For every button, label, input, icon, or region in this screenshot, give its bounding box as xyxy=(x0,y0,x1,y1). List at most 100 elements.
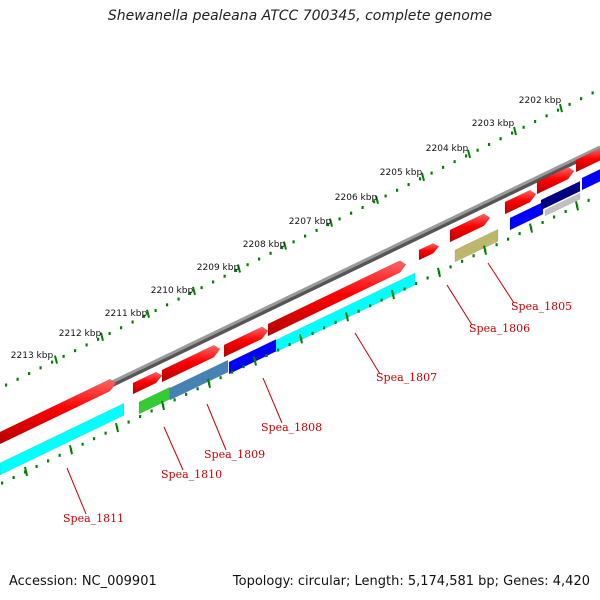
scale-dot xyxy=(185,392,188,396)
scale-dot xyxy=(369,304,372,308)
gene-label-spea-1811: Spea_1811 xyxy=(63,512,124,525)
kbp-label: 2211 kbp xyxy=(105,309,148,319)
scale-dot xyxy=(545,114,548,118)
track-blue xyxy=(581,169,600,191)
scale-dot xyxy=(51,360,54,364)
scale-dot xyxy=(5,383,8,387)
scale-major-tick xyxy=(207,378,211,388)
kbp-label: 2209 kbp xyxy=(197,263,240,273)
scale-dot xyxy=(449,265,452,269)
scale-dot xyxy=(28,372,31,376)
scale-dot xyxy=(415,281,418,285)
scale-dot xyxy=(396,188,399,192)
scale-dot xyxy=(12,475,15,479)
kbp-label: 2213 kbp xyxy=(11,351,54,361)
scale-dot xyxy=(507,237,510,241)
scale-major-tick xyxy=(467,149,471,159)
scale-dot xyxy=(131,320,134,324)
kbp-label: 2203 kbp xyxy=(472,119,515,129)
scale-dot xyxy=(265,354,268,358)
scale-dot xyxy=(407,183,410,187)
scale-dot xyxy=(166,303,169,307)
scale-dot xyxy=(219,376,222,380)
scale-dot xyxy=(564,209,567,213)
scale-dot xyxy=(120,326,123,330)
gene-label-spea-1809: Spea_1809 xyxy=(204,448,265,461)
scale-dot xyxy=(488,142,491,146)
scale-dot xyxy=(223,274,226,278)
kbp-label: 2212 kbp xyxy=(59,329,102,339)
scale-dot xyxy=(242,365,245,369)
scale-dot xyxy=(150,409,153,413)
scale-major-tick xyxy=(421,172,425,182)
scale-dot xyxy=(587,198,590,202)
cds-forward xyxy=(504,189,537,215)
scale-dot xyxy=(419,177,422,181)
outer-scale-dots xyxy=(5,91,594,387)
scale-dot xyxy=(557,108,560,112)
cds-forward xyxy=(132,371,163,395)
scale-dot xyxy=(541,221,544,225)
scale-dot xyxy=(269,251,272,255)
inner-scale-dots xyxy=(1,198,590,485)
cds-forward xyxy=(536,166,575,195)
track-khaki xyxy=(454,228,499,263)
kbp-label: 2205 kbp xyxy=(380,168,423,178)
scale-dot xyxy=(323,326,326,330)
scale-dot xyxy=(97,337,100,341)
scale-major-tick xyxy=(54,355,58,364)
kbp-label: 2207 kbp xyxy=(289,217,332,227)
scale-dot xyxy=(350,211,353,215)
scale-dot xyxy=(453,160,456,164)
scale-dot xyxy=(334,320,337,324)
scale-dot xyxy=(177,297,180,301)
scale-dot xyxy=(58,453,61,457)
genome-stats-text: Topology: circular; Length: 5,174,581 bp… xyxy=(232,574,590,589)
scale-major-tick xyxy=(237,264,241,273)
scale-dot xyxy=(361,205,364,209)
scale-major-tick xyxy=(253,356,257,366)
scale-dot xyxy=(16,377,19,381)
scale-dot xyxy=(591,91,594,95)
cds-forward xyxy=(223,326,269,358)
scale-dot xyxy=(338,217,341,221)
gene-leader-line xyxy=(354,332,381,375)
scale-dot xyxy=(288,342,291,346)
scale-dot xyxy=(108,331,111,335)
scale-dot xyxy=(258,257,261,261)
scale-dot xyxy=(495,243,498,247)
kbp-label: 2202 kbp xyxy=(519,96,562,106)
scale-major-tick xyxy=(575,201,579,211)
cds-forward xyxy=(449,213,491,243)
gene-label-spea-1810: Spea_1810 xyxy=(161,468,222,481)
gene-leader-line xyxy=(66,467,87,515)
scale-major-tick xyxy=(437,267,441,278)
scale-dot xyxy=(311,331,314,335)
scale-dot xyxy=(465,154,468,158)
scale-major-tick xyxy=(529,223,533,233)
gene-leader-line xyxy=(206,403,227,451)
cds-forward xyxy=(161,344,221,383)
scale-dot xyxy=(580,97,583,101)
scale-major-tick xyxy=(161,400,165,411)
scale-dot xyxy=(403,287,406,291)
scale-major-tick xyxy=(513,126,517,136)
cds-forward xyxy=(575,148,600,173)
scale-dot xyxy=(35,464,38,468)
scale-dot xyxy=(534,120,537,124)
kbp-scale-labels: 2202 kbp 2203 kbp 2204 kbp 2205 kbp 2206 kbp… xyxy=(11,96,562,361)
scale-dot xyxy=(568,102,571,106)
scale-dot xyxy=(327,223,330,227)
gene-label-spea-1808: Spea_1808 xyxy=(261,421,322,434)
scale-dot xyxy=(373,200,376,204)
scale-dot xyxy=(511,131,514,135)
scale-dot xyxy=(430,171,433,175)
kbp-label: 2206 kbp xyxy=(335,193,378,203)
scale-major-tick xyxy=(192,286,196,296)
scale-dot xyxy=(472,254,475,258)
scale-major-tick xyxy=(115,422,119,433)
scale-dot xyxy=(384,194,387,198)
scale-dot xyxy=(154,309,157,313)
scale-dot xyxy=(426,276,429,280)
